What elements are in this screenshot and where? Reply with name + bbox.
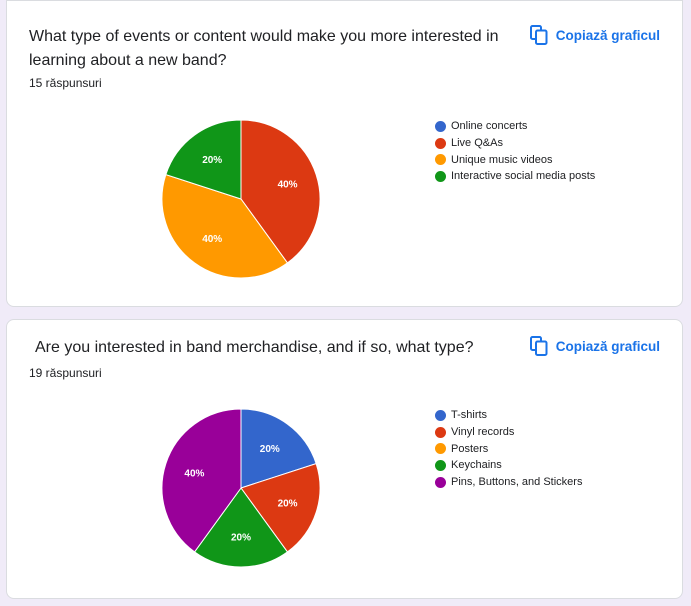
legend-label: Keychains — [451, 459, 502, 472]
slice-label: 20% — [260, 444, 280, 455]
pie-slice — [165, 119, 242, 200]
legend-item: Live Q&As — [435, 135, 595, 152]
question-title: Are you interested in band merchandise, … — [35, 339, 474, 356]
pie-slice — [161, 408, 242, 553]
legend-label: Interactive social media posts — [451, 170, 596, 183]
response-count: 19 răspunsuri — [29, 366, 102, 380]
legend-item: Online concerts — [435, 118, 595, 135]
legend-item: Keychains — [435, 457, 582, 474]
slice-label: 20% — [278, 499, 298, 510]
legend-label: Posters — [451, 442, 489, 455]
legend-item: Unique music videos — [435, 151, 595, 168]
legend-swatch — [435, 154, 446, 166]
pie-slice — [240, 408, 317, 489]
chart-legend: T-shirts Vinyl records Posters Keychains Pin… — [435, 407, 582, 490]
slice-label: 20% — [231, 532, 251, 543]
legend-swatch — [435, 137, 446, 149]
chart-legend: Online concerts Live Q&As Unique music vid… — [435, 118, 595, 185]
legend-swatch — [435, 120, 446, 132]
pie-chart: 20% 20% 20% 40% — [161, 408, 321, 568]
pie-chart: 40% 40% 20% — [161, 119, 321, 279]
legend-item: Vinyl records — [435, 424, 582, 441]
legend-swatch — [435, 170, 446, 182]
legend-label: Vinyl records — [451, 426, 515, 439]
legend-item: T-shirts — [435, 407, 582, 424]
legend-swatch — [435, 476, 446, 488]
slice-label: 40% — [184, 468, 204, 479]
slice-label: 40% — [202, 234, 222, 245]
legend-label: Pins, Buttons, and Stickers — [451, 476, 583, 489]
copy-chart-label: Copiază graficul — [555, 27, 660, 43]
legend-swatch — [435, 426, 446, 438]
pie-slice — [240, 119, 321, 264]
copy-chart-label: Copiază graficul — [555, 338, 660, 354]
pie-slice — [161, 173, 289, 279]
copy-icon — [529, 336, 548, 356]
legend-swatch — [435, 409, 446, 421]
legend-label: T-shirts — [451, 409, 488, 422]
legend-label: Unique music videos — [451, 153, 553, 166]
legend-item: Pins, Buttons, and Stickers — [435, 474, 582, 491]
pie-slice — [193, 487, 289, 568]
legend-item: Posters — [435, 440, 582, 457]
slice-label: 40% — [278, 179, 298, 190]
legend-label: Online concerts — [451, 120, 528, 133]
response-count: 15 răspunsuri — [29, 76, 102, 90]
copy-icon — [529, 25, 548, 45]
copy-chart-button[interactable]: Copiază graficul — [529, 25, 660, 45]
legend-swatch — [435, 459, 446, 471]
question-title: What type of events or content would mak… — [29, 28, 499, 69]
slice-label: 20% — [202, 155, 222, 166]
legend-item: Interactive social media posts — [435, 168, 595, 185]
copy-chart-button[interactable]: Copiază graficul — [529, 336, 660, 356]
pie-slice — [240, 462, 321, 553]
legend-swatch — [435, 443, 446, 455]
legend-label: Live Q&As — [451, 137, 503, 150]
question-card-merchandise: Are you interested in band merchandise, … — [6, 319, 683, 599]
question-card-events: What type of events or content would mak… — [6, 0, 683, 307]
